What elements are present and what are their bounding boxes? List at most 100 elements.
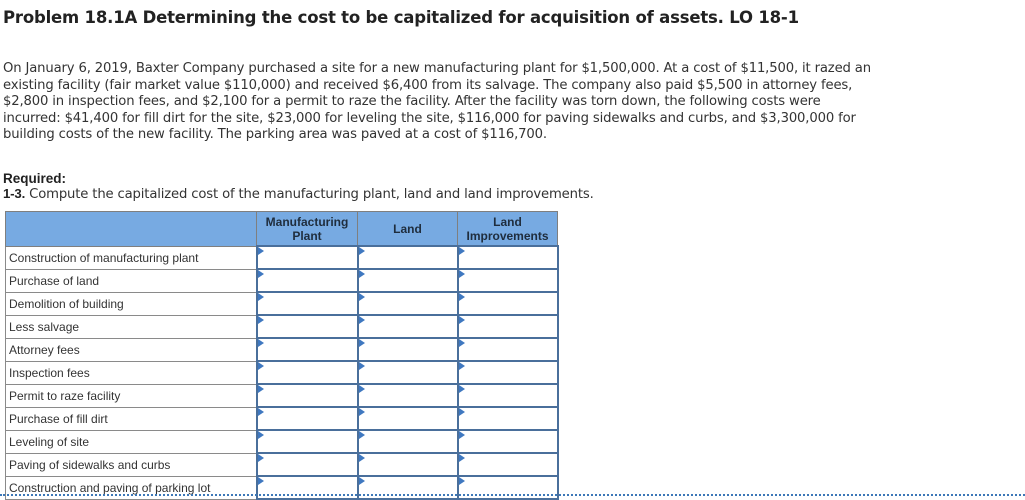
land-improvements-cell[interactable] [456, 291, 559, 316]
land-improvements-cell[interactable] [456, 337, 559, 362]
table-row: Purchase of fill dirt [5, 406, 559, 431]
input-flag-icon [358, 247, 365, 255]
land-cell[interactable] [356, 360, 459, 385]
manufacturing-plant-cell[interactable] [255, 337, 359, 362]
land-improvements-cell[interactable] [456, 314, 559, 339]
manufacturing-plant-cell[interactable] [255, 452, 359, 477]
land-input[interactable] [358, 454, 457, 475]
manufacturing-plant-input[interactable] [257, 270, 357, 291]
table-header-row: Manufacturing Plant Land Land Improvemen… [5, 211, 558, 247]
input-flag-icon [458, 293, 465, 301]
input-flag-icon [358, 339, 365, 347]
land-cell[interactable] [356, 429, 459, 454]
row-label: Paving of sidewalks and curbs [5, 452, 257, 477]
land-input[interactable] [358, 408, 457, 429]
manufacturing-plant-cell[interactable] [255, 314, 359, 339]
manufacturing-plant-cell[interactable] [255, 291, 359, 316]
manufacturing-plant-input[interactable] [257, 293, 357, 314]
land-input[interactable] [358, 270, 457, 291]
land-improvements-input[interactable] [458, 339, 557, 360]
row-label: Permit to raze facility [5, 383, 257, 408]
manufacturing-plant-cell[interactable] [255, 245, 359, 270]
land-cell[interactable] [356, 383, 459, 408]
land-improvements-cell[interactable] [456, 268, 559, 293]
land-improvements-cell[interactable] [456, 452, 559, 477]
manufacturing-plant-cell[interactable] [255, 383, 359, 408]
land-cell[interactable] [356, 406, 459, 431]
land-improvements-input[interactable] [458, 454, 557, 475]
input-flag-icon [358, 270, 365, 278]
land-improvements-cell[interactable] [456, 383, 559, 408]
land-input[interactable] [358, 431, 457, 452]
land-improvements-input[interactable] [458, 408, 557, 429]
manufacturing-plant-input[interactable] [257, 316, 357, 337]
manufacturing-plant-input[interactable] [257, 385, 357, 406]
land-cell[interactable] [356, 337, 459, 362]
land-input[interactable] [358, 316, 457, 337]
manufacturing-plant-input[interactable] [257, 408, 357, 429]
land-improvements-cell[interactable] [456, 429, 559, 454]
manufacturing-plant-input[interactable] [257, 431, 357, 452]
land-input[interactable] [358, 362, 457, 383]
land-improvements-input[interactable] [458, 270, 557, 291]
land-improvements-input[interactable] [458, 247, 557, 268]
land-input[interactable] [358, 339, 457, 360]
table-row: Paving of sidewalks and curbs [5, 452, 559, 477]
table-row: Attorney fees [5, 337, 559, 362]
instruction-text: Compute the capitalized cost of the manu… [25, 187, 594, 202]
table-row: Less salvage [5, 314, 559, 339]
input-flag-icon [257, 431, 264, 439]
input-flag-icon [358, 408, 365, 416]
land-cell[interactable] [356, 245, 459, 270]
manufacturing-plant-input[interactable] [257, 477, 357, 498]
input-flag-icon [458, 385, 465, 393]
input-flag-icon [257, 454, 264, 462]
land-input[interactable] [358, 385, 457, 406]
land-improvements-cell[interactable] [456, 245, 559, 270]
input-flag-icon [358, 293, 365, 301]
land-cell[interactable] [356, 314, 459, 339]
input-flag-icon [458, 454, 465, 462]
input-flag-icon [358, 316, 365, 324]
input-flag-icon [257, 339, 264, 347]
land-input[interactable] [358, 293, 457, 314]
description-line: building costs of the new facility. The … [3, 127, 547, 142]
land-improvements-input[interactable] [458, 293, 557, 314]
land-improvements-cell[interactable] [456, 360, 559, 385]
land-improvements-input[interactable] [458, 362, 557, 383]
manufacturing-plant-cell[interactable] [255, 360, 359, 385]
table-row: Inspection fees [5, 360, 559, 385]
input-flag-icon [257, 316, 264, 324]
manufacturing-plant-input[interactable] [257, 247, 357, 268]
description-line: $2,800 in inspection fees, and $2,100 fo… [3, 94, 821, 109]
land-improvements-cell[interactable] [456, 406, 559, 431]
row-label: Leveling of site [5, 429, 257, 454]
input-flag-icon [458, 362, 465, 370]
land-improvements-input[interactable] [458, 316, 557, 337]
manufacturing-plant-input[interactable] [257, 339, 357, 360]
land-cell[interactable] [356, 452, 459, 477]
table-row: Leveling of site [5, 429, 559, 454]
manufacturing-plant-cell[interactable] [255, 406, 359, 431]
input-flag-icon [358, 431, 365, 439]
manufacturing-plant-input[interactable] [257, 454, 357, 475]
input-flag-icon [458, 408, 465, 416]
description-line: incurred: $41,400 for fill dirt for the … [3, 110, 856, 126]
capitalized-cost-table: Manufacturing Plant Land Land Improvemen… [5, 211, 559, 500]
land-improvements-input[interactable] [458, 477, 557, 498]
land-improvements-input[interactable] [458, 431, 557, 452]
table-row: Construction of manufacturing plant [5, 245, 559, 270]
land-input[interactable] [358, 247, 457, 268]
manufacturing-plant-input[interactable] [257, 362, 357, 383]
problem-description: On January 6, 2019, Baxter Company purch… [3, 61, 1003, 144]
manufacturing-plant-cell[interactable] [255, 429, 359, 454]
land-input[interactable] [358, 477, 457, 498]
header-land-improvements: Land Improvements [457, 211, 558, 247]
land-cell[interactable] [356, 268, 459, 293]
input-flag-icon [458, 431, 465, 439]
land-improvements-input[interactable] [458, 385, 557, 406]
row-label: Purchase of land [5, 268, 257, 293]
manufacturing-plant-cell[interactable] [255, 268, 359, 293]
land-cell[interactable] [356, 291, 459, 316]
part-number: 1-3. [3, 186, 26, 201]
